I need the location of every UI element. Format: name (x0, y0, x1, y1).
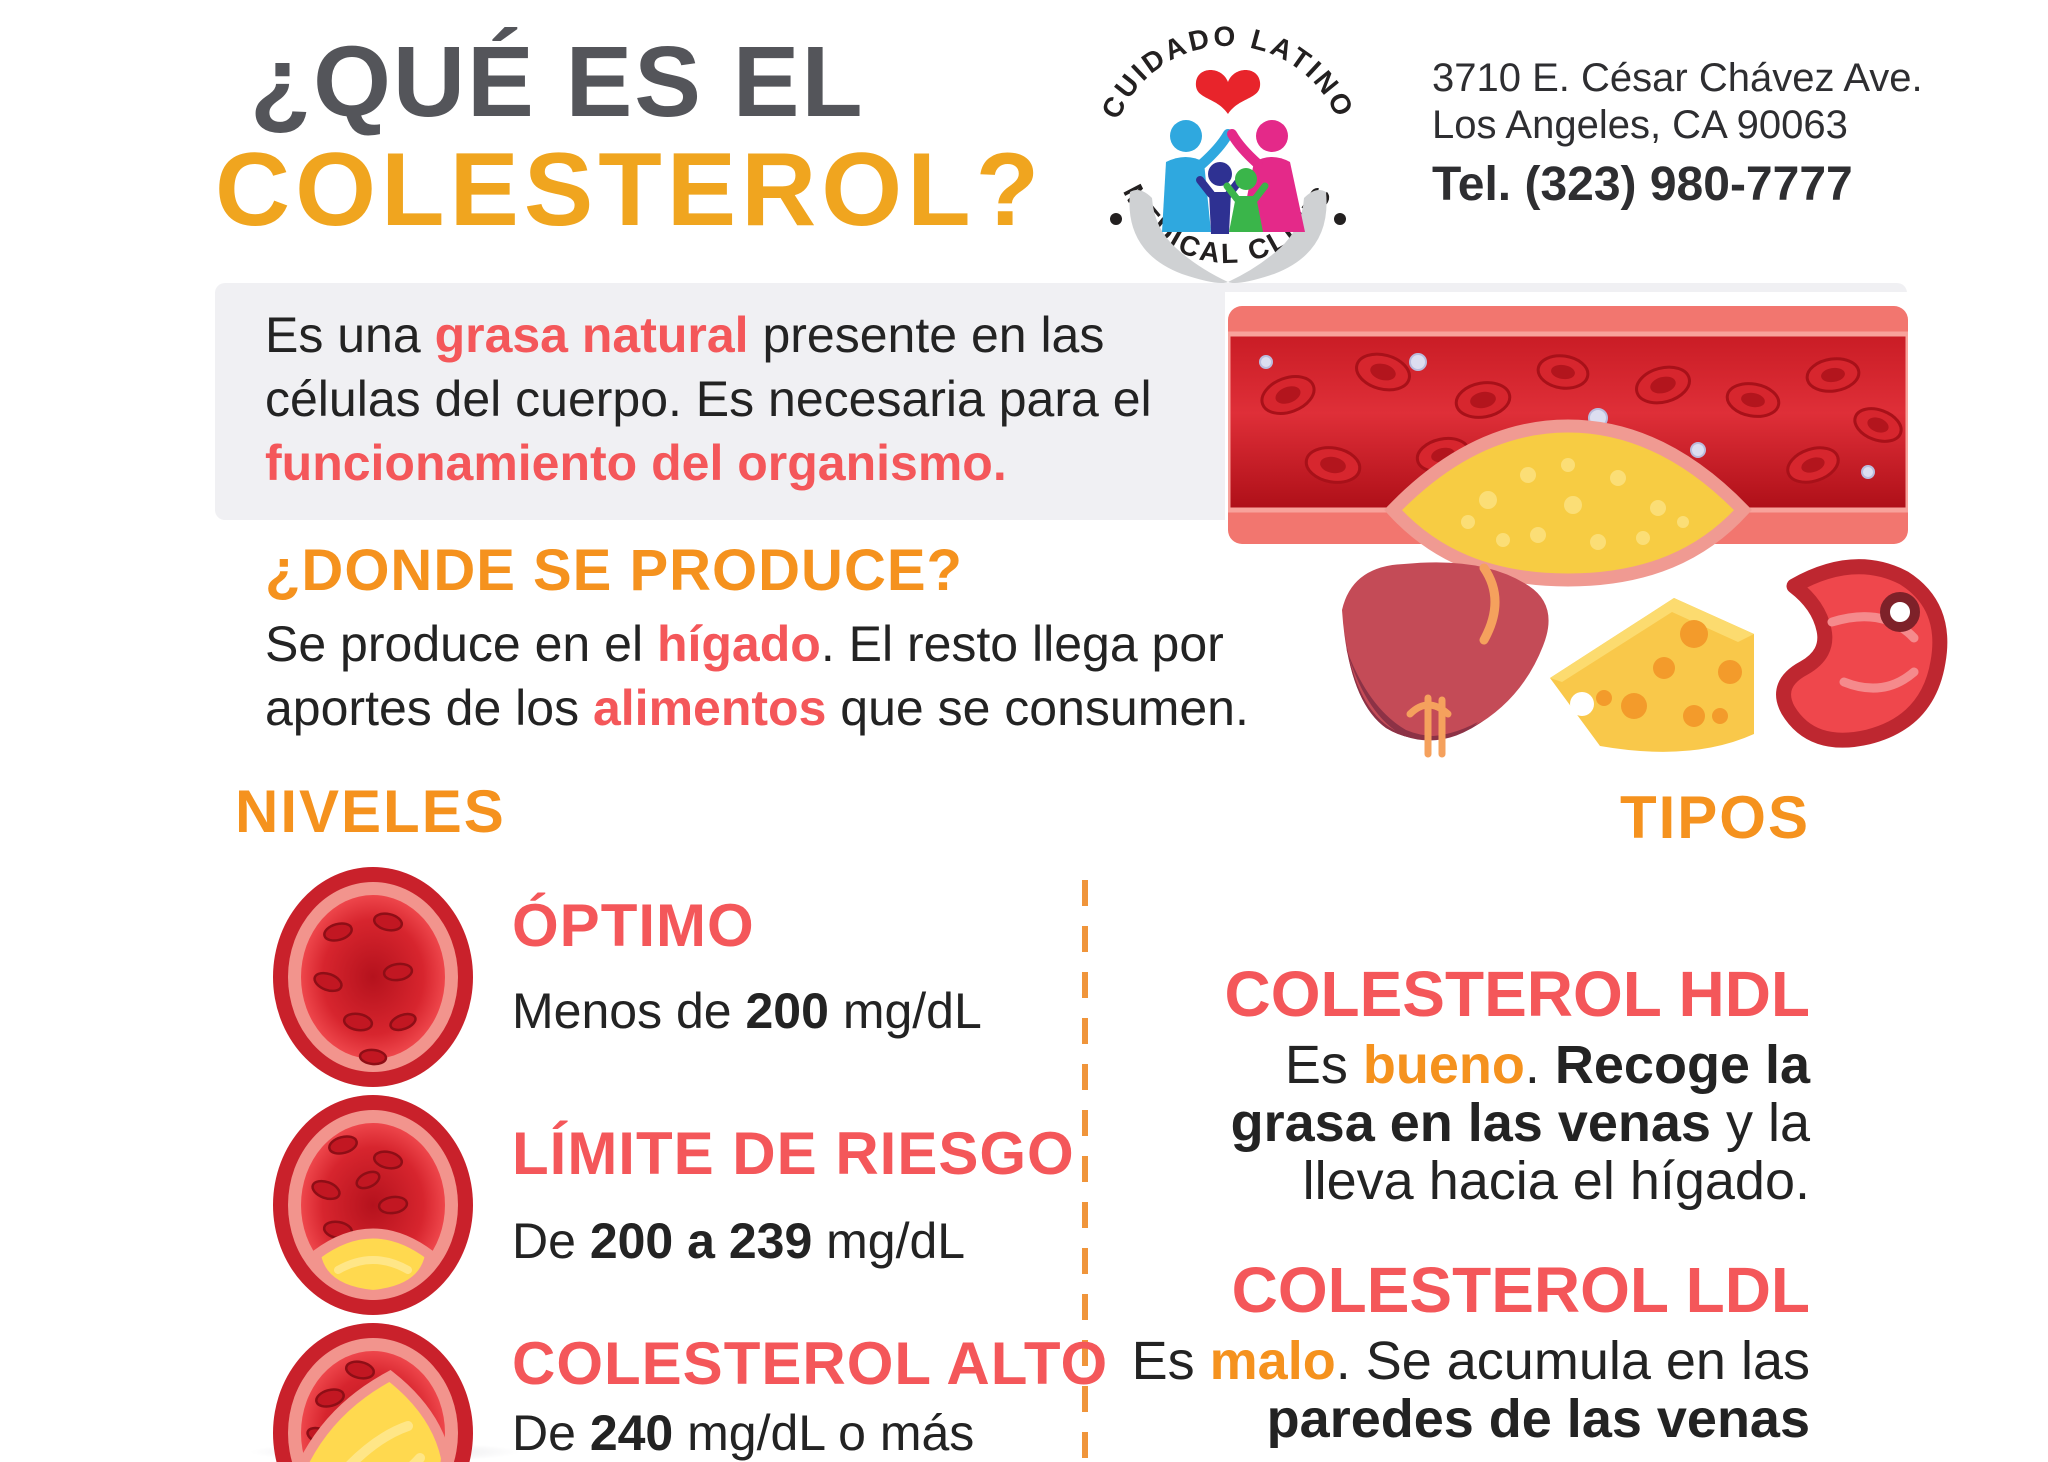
produce-paragraph: Se produce en el hígado. El resto llega … (265, 612, 1305, 740)
section-divider (1082, 880, 1088, 1462)
heart-icon (1195, 70, 1261, 114)
hdl-line-3: lleva hacia el hígado. (1302, 1151, 1810, 1211)
liver-vessels (1406, 694, 1452, 758)
level-alto-desc: De 240 mg/dL o más (512, 1406, 974, 1461)
produce-highlight-higado: hígado (656, 616, 821, 672)
phone-number: Tel. (323) 980-7777 (1432, 158, 1853, 211)
produce-text: aportes de los (265, 680, 593, 736)
meat-marbling (1827, 612, 1919, 693)
level-optimo-desc: Menos de 200 mg/dL (512, 984, 982, 1039)
page-title-line2: COLESTEROL? (215, 132, 1045, 248)
produce-text: Se produce en el (265, 616, 657, 672)
desc-value: 200 (745, 983, 829, 1039)
large-plaque (298, 1370, 452, 1462)
desc-text: De (512, 1213, 590, 1269)
family-figures (1162, 120, 1305, 234)
level-limite-title: LÍMITE DE RIESGO (512, 1120, 1075, 1187)
ldl-text: Es (1131, 1331, 1210, 1391)
ldl-highlight-malo: malo (1209, 1331, 1336, 1391)
address-line-1: 3710 E. César Chávez Ave. (1432, 56, 1923, 100)
logo-dot-right (1334, 213, 1346, 225)
desc-unit: mg/dL (828, 983, 982, 1039)
intro-highlight-grasa-natural: grasa natural (434, 307, 749, 363)
cells (306, 1360, 376, 1446)
bone-hole (1880, 592, 1920, 632)
artery-illustration (1228, 306, 1908, 587)
hands-icon (1129, 190, 1327, 283)
hdl-title: COLESTEROL HDL (1224, 958, 1811, 1030)
tipos-heading: TIPOS (1619, 784, 1810, 851)
hdl-bold-text: Recoge la (1554, 1035, 1810, 1095)
ldl-text: . Se acumula en las (1335, 1331, 1810, 1391)
level-optimo-title: ÓPTIMO (512, 892, 755, 959)
address-line-2: Los Angeles, CA 90063 (1432, 103, 1848, 147)
cheese-holes (1596, 620, 1742, 727)
produce-heading: ¿DONDE SE PRODUCE? (265, 538, 963, 603)
hdl-text: . (1524, 1035, 1555, 1095)
father-figure (1162, 120, 1233, 232)
intro-line-2: células del cuerpo. Es necesaria para el (265, 371, 1152, 427)
produce-text: . El resto llega por (820, 616, 1224, 672)
plaque-swirls (346, 1421, 425, 1462)
cheese-icon (1550, 598, 1754, 752)
intro-paragraph: Es una grasa natural presente en las cél… (265, 303, 1245, 495)
intro-line-1: Es una grasa natural presente en las (265, 303, 1245, 367)
clinic-address-block: 3710 E. César Chávez Ave. Los Angeles, C… (1432, 55, 1992, 212)
niveles-heading: NIVELES (235, 778, 506, 845)
desc-value: 240 (589, 1405, 674, 1461)
cells (313, 912, 417, 1066)
desc-value: 200 a 239 (589, 1213, 813, 1269)
desc-text: De (512, 1405, 590, 1461)
produce-line-1: Se produce en el hígado. El resto llega … (265, 612, 1305, 676)
ldl-line-2: paredes de las venas (1267, 1392, 1810, 1446)
ldl-title: COLESTEROL LDL (1231, 1254, 1810, 1326)
produce-line-2: aportes de los alimentos que se consumen… (265, 676, 1305, 740)
vessel-borderline-icon (273, 1095, 473, 1315)
cheese-notch (1570, 692, 1594, 716)
level-alto-title: COLESTEROL ALTO (512, 1330, 1109, 1397)
hdl-highlight-bueno: bueno (1362, 1035, 1525, 1095)
meat-icon (1776, 559, 1948, 748)
clinic-logo: CUIDADO LATINO MEDICAL CLINIC (1095, 21, 1358, 283)
girl-figure (1223, 168, 1269, 232)
produce-highlight-alimentos: alimentos (592, 680, 827, 736)
hdl-text: y la (1710, 1093, 1810, 1153)
hdl-text: Es (1284, 1035, 1363, 1095)
hdl-line-1: Es bueno. Recoge la (1285, 1038, 1810, 1092)
ldl-bold-text: paredes de las venas (1266, 1389, 1810, 1449)
page-title: ¿QUÉ ES EL COLESTEROL? (215, 32, 1044, 242)
vessel-optimal-icon (273, 867, 473, 1087)
logo-dot-left (1110, 213, 1122, 225)
desc-text: Menos de (512, 983, 746, 1039)
vessel-high-icon (273, 1323, 473, 1462)
intro-text: Es una (265, 307, 435, 363)
level-limite-desc: De 200 a 239 mg/dL (512, 1214, 965, 1269)
page-title-line1: ¿QUÉ ES EL (250, 26, 865, 138)
plaque-lipid-dots (1461, 458, 1689, 550)
intro-highlight-funcionamiento: funcionamiento del organismo. (265, 435, 1007, 491)
small-plaque (310, 1228, 436, 1301)
intro-text: presente en las (748, 307, 1105, 363)
produce-text: que se consumen. (826, 680, 1249, 736)
desc-unit: mg/dL o más (673, 1405, 975, 1461)
desc-unit: mg/dL (812, 1213, 966, 1269)
liver-icon (1342, 562, 1549, 758)
red-blood-cells (1260, 352, 1903, 484)
ldl-line-1: Es malo. Se acumula en las (1132, 1334, 1810, 1388)
hdl-line-2: grasa en las venas y la (1231, 1096, 1810, 1150)
hdl-bold-text: grasa en las venas (1230, 1093, 1711, 1153)
